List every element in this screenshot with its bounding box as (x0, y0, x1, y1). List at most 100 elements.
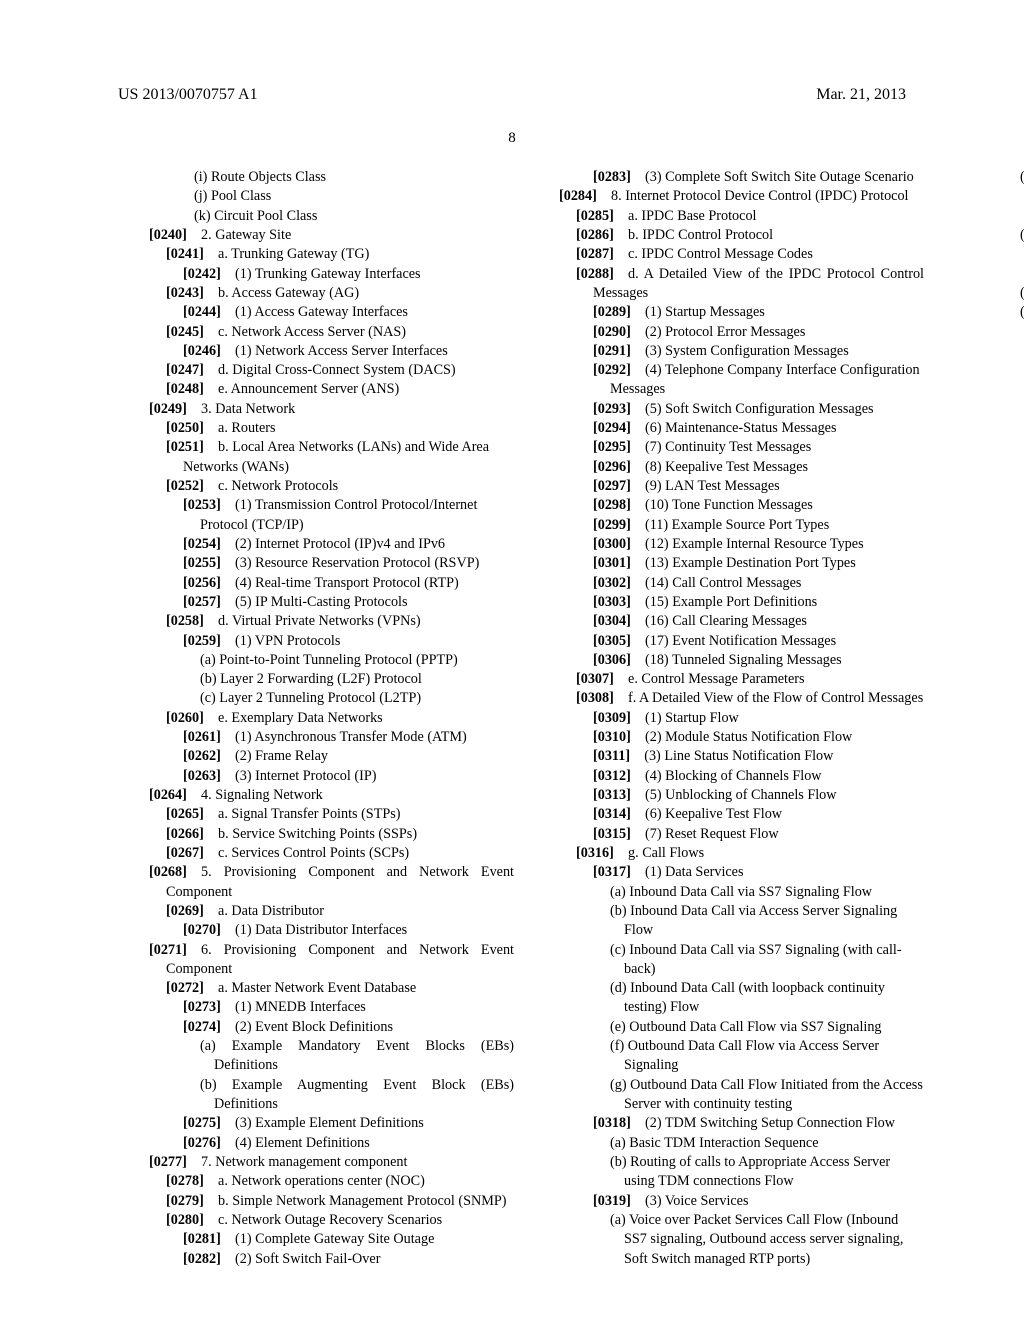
paragraph-text: (4) Element Definitions (235, 1135, 370, 1151)
outline-line: [0285] a. IPDC Base Protocol (542, 207, 924, 226)
paragraph-text: (2) Frame Relay (235, 748, 328, 764)
outline-line: [0241] a. Trunking Gateway (TG) (132, 245, 514, 264)
paragraph-number: [0292] (593, 362, 631, 378)
paragraph-number: [0284] (559, 188, 597, 204)
outline-line: [0292] (4) Telephone Company Interface C… (542, 361, 924, 400)
paragraph-text: (k) Circuit Pool Class (194, 208, 317, 224)
outline-line: (j) Pool Class (132, 187, 514, 206)
paragraph-text: (17) Event Notification Messages (645, 633, 836, 649)
paragraph-text: (13) Example Destination Port Types (645, 555, 856, 571)
outline-line: (a) Inbound Data Call via SS7 Signaling … (542, 883, 924, 902)
outline-line: [0280] c. Network Outage Recovery Scenar… (132, 1211, 514, 1230)
outline-line: [0270] (1) Data Distributor Interfaces (132, 921, 514, 940)
paragraph-number: [0312] (593, 768, 631, 784)
outline-line: [0279] b. Simple Network Management Prot… (132, 1192, 514, 1211)
paragraph-text: 7. Network management component (201, 1154, 407, 1170)
paragraph-text: (14) Call Control Messages (645, 575, 801, 591)
paragraph-number: [0285] (576, 208, 614, 224)
paragraph-number: [0319] (593, 1193, 631, 1209)
paragraph-text: (4) Real-time Transport Protocol (RTP) (235, 575, 459, 591)
paragraph-number: [0271] (149, 942, 187, 958)
outline-line: [0265] a. Signal Transfer Points (STPs) (132, 805, 514, 824)
outline-line: [0256] (4) Real-time Transport Protocol … (132, 574, 514, 593)
paragraph-text: (1) Asynchronous Transfer Mode (ATM) (235, 729, 467, 745)
paragraph-number: [0253] (183, 497, 221, 513)
outline-line: [0312] (4) Blocking of Channels Flow (542, 767, 924, 786)
outline-line: [0294] (6) Maintenance-Status Messages (542, 419, 924, 438)
paragraph-number: [0263] (183, 768, 221, 784)
outline-line: [0245] c. Network Access Server (NAS) (132, 323, 514, 342)
outline-line: (a) Example Mandatory Event Blocks (EBs)… (132, 1037, 514, 1076)
paragraph-number: [0246] (183, 343, 221, 359)
paragraph-number: [0288] (576, 266, 614, 282)
outline-line: (f) Outbound Data Call Flow via Access S… (542, 1037, 924, 1076)
paragraph-number: [0275] (183, 1115, 221, 1131)
publication-date: Mar. 21, 2013 (816, 84, 906, 106)
paragraph-text: a. Routers (218, 420, 276, 436)
paragraph-text: (b) Layer 2 Forwarding (L2F) Protocol (200, 671, 422, 687)
document-body: (i) Route Objects Class(j) Pool Class(k)… (132, 168, 924, 1275)
paragraph-number: [0259] (183, 633, 221, 649)
paragraph-text: (e) Outbound Data Call Flow via SS7 Sign… (610, 1019, 882, 1035)
paragraph-text: (d) Inbound Data Call (with loopback con… (610, 980, 885, 1015)
paragraph-text: e. Control Message Parameters (628, 671, 805, 687)
paragraph-number: [0298] (593, 497, 631, 513)
paragraph-text: 4. Signaling Network (201, 787, 323, 803)
paragraph-text: 8. Internet Protocol Device Control (IPD… (611, 188, 909, 204)
outline-line: [0248] e. Announcement Server (ANS) (132, 380, 514, 399)
paragraph-text: (15) Example Port Definitions (645, 594, 817, 610)
paragraph-number: [0283] (593, 169, 631, 185)
paragraph-text: e. Exemplary Data Networks (218, 710, 383, 726)
paragraph-text: (j) Pool Class (194, 188, 271, 204)
outline-line: [0242] (1) Trunking Gateway Interfaces (132, 265, 514, 284)
paragraph-number: [0311] (593, 748, 630, 764)
outline-line: (e) Attended Call Transfer Call Flow (952, 303, 1024, 322)
paragraph-text: (a) Basic TDM Interaction Sequence (610, 1135, 819, 1151)
outline-line: [0289] (1) Startup Messages (542, 303, 924, 322)
outline-line: [0293] (5) Soft Switch Configuration Mes… (542, 400, 924, 419)
paragraph-text: (3) Internet Protocol (IP) (235, 768, 376, 784)
paragraph-text: 5. Provisioning Component and Network Ev… (166, 864, 514, 899)
paragraph-text: a. Data Distributor (218, 903, 324, 919)
paragraph-text: (2) Protocol Error Messages (645, 324, 805, 340)
outline-line: [0247] d. Digital Cross-Connect System (… (132, 361, 514, 380)
paragraph-text: (8) Keepalive Test Messages (645, 459, 808, 475)
paragraph-text: a. Master Network Event Database (218, 980, 416, 996)
paragraph-text: (1) Trunking Gateway Interfaces (235, 266, 421, 282)
outline-line: [0246] (1) Network Access Server Interfa… (132, 342, 514, 361)
paragraph-number: [0255] (183, 555, 221, 571)
paragraph-text: (c) Layer 2 Tunneling Protocol (L2TP) (200, 690, 421, 706)
outline-line: [0281] (1) Complete Gateway Site Outage (132, 1230, 514, 1249)
paragraph-text: (7) Reset Request Flow (645, 826, 779, 842)
paragraph-number: [0279] (166, 1193, 204, 1209)
paragraph-number: [0318] (593, 1115, 631, 1131)
paragraph-number: [0267] (166, 845, 204, 861)
paragraph-number: [0264] (149, 787, 187, 803)
paragraph-text: 6. Provisioning Component and Network Ev… (166, 942, 514, 977)
paragraph-number: [0269] (166, 903, 204, 919)
paragraph-number: [0272] (166, 980, 204, 996)
paragraph-number: [0302] (593, 575, 631, 591)
paragraph-number: [0248] (166, 381, 204, 397)
paragraph-text: e. Announcement Server (ANS) (218, 381, 399, 397)
outline-line: (b) Layer 2 Forwarding (L2F) Protocol (132, 670, 514, 689)
outline-line: [0306] (18) Tunneled Signaling Messages (542, 651, 924, 670)
paragraph-number: [0241] (166, 246, 204, 262)
outline-line: [0295] (7) Continuity Test Messages (542, 438, 924, 457)
paragraph-text: 2. Gateway Site (201, 227, 291, 243)
paragraph-number: [0310] (593, 729, 631, 745)
paragraph-text: (a) Voice over Packet Services Call Flow… (610, 1212, 903, 1267)
outline-line: [0283] (3) Complete Soft Switch Site Out… (542, 168, 924, 187)
paragraph-number: [0304] (593, 613, 631, 629)
outline-line: [0304] (16) Call Clearing Messages (542, 612, 924, 631)
outline-line: [0253] (1) Transmission Control Protocol… (132, 496, 514, 535)
outline-line: [0288] d. A Detailed View of the IPDC Pr… (542, 265, 924, 304)
outline-line: [0317] (1) Data Services (542, 863, 924, 882)
paragraph-number: [0291] (593, 343, 631, 359)
paragraph-text: (b) Inbound Data Call via Access Server … (610, 903, 897, 938)
paragraph-number: [0297] (593, 478, 631, 494)
paragraph-text: (f) Outbound Data Call Flow via Access S… (610, 1038, 879, 1073)
outline-line: [0258] d. Virtual Private Networks (VPNs… (132, 612, 514, 631)
paragraph-text: (2) Soft Switch Fail-Over (235, 1251, 380, 1267)
paragraph-text: (b) Voice over Packet Call Flow (Inbound… (1020, 169, 1024, 224)
